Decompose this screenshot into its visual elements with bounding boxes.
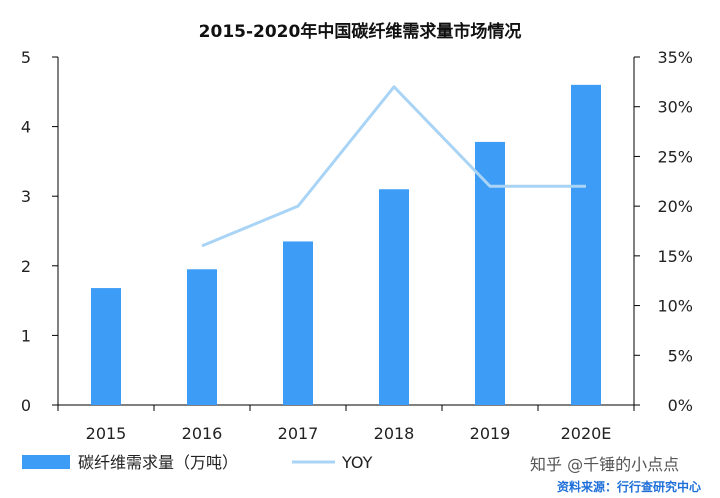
y-tick-label-left: 3	[21, 187, 31, 206]
x-tick-label: 2015	[86, 424, 127, 443]
y-tick-label-left: 2	[21, 257, 31, 276]
legend-label-yoy: YOY	[341, 453, 373, 472]
y-tick-label-right: 15%	[657, 247, 693, 266]
x-tick-label: 2020E	[561, 424, 612, 443]
bar-2016	[187, 269, 217, 405]
yoy-line-group	[201, 85, 586, 248]
bar-2017	[283, 241, 313, 405]
bar-2020E	[571, 84, 601, 405]
y-tick-label-right: 10%	[657, 297, 693, 316]
x-tick-label: 2019	[470, 424, 511, 443]
bars	[91, 84, 601, 406]
x-tick-label: 2017	[278, 424, 319, 443]
bar-2015	[91, 288, 121, 405]
chart-title: 2015-2020年中国碳纤维需求量市场情况	[199, 21, 522, 42]
legend: 碳纤维需求量（万吨） YOY	[22, 453, 373, 472]
axes: 0 1 2 3 4 5 0% 5% 10% 15% 20% 25% 30% 35% 2015 2016 2017…	[21, 48, 693, 443]
source-note: 资料来源：行行查研究中心	[557, 479, 701, 494]
y-tick-label-right: 0%	[668, 396, 693, 415]
y-tick-label-left: 0	[21, 396, 31, 415]
x-tick-label: 2018	[374, 424, 415, 443]
yoy-line	[201, 85, 586, 248]
legend-label-demand: 碳纤维需求量（万吨）	[78, 453, 238, 472]
y-tick-label-left: 4	[21, 118, 31, 137]
bar-2019	[475, 141, 505, 406]
y-tick-label-right: 35%	[657, 48, 693, 67]
x-tick-label: 2016	[182, 424, 223, 443]
y-tick-label-right: 5%	[668, 346, 693, 365]
y-tick-label-right: 30%	[657, 98, 693, 117]
y-tick-label-left: 1	[21, 326, 31, 345]
y-tick-label-right: 20%	[657, 197, 693, 216]
watermark: 知乎 @千锤的小点点	[530, 455, 679, 474]
legend-swatch-demand	[22, 455, 70, 469]
y-tick-label-left: 5	[21, 48, 31, 67]
y-tick-label-right: 25%	[657, 147, 693, 166]
bar-2018	[379, 189, 409, 405]
